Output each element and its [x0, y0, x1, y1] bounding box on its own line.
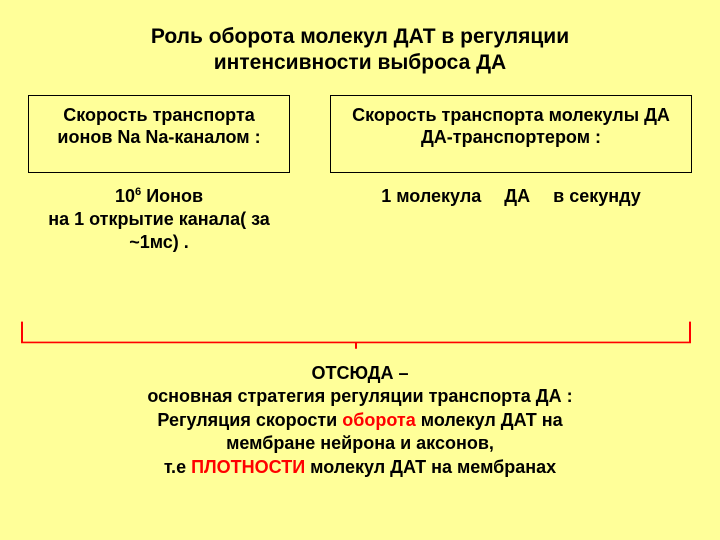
left-box-line2: ионов Na Na-каналом : — [57, 127, 260, 147]
conclusion-line2: основная стратегия регуляции транспорта … — [147, 386, 572, 406]
right-below-p2: ДА — [504, 186, 530, 206]
bracket-connector — [20, 320, 692, 352]
right-below-p1: 1 молекула — [381, 186, 481, 206]
left-below-suffix: Ионов — [141, 186, 203, 206]
right-below-p3: в секунду — [553, 186, 641, 206]
left-below-line2: на 1 открытие канала( за — [48, 209, 270, 229]
conclusion-line3b: оборота — [342, 410, 415, 430]
conclusion-line5b: ПЛОТНОСТИ — [191, 457, 305, 477]
boxes-row: Скорость транспорта ионов Na Na-каналом … — [0, 77, 720, 173]
left-below: 106 Ионов на 1 открытие канала( за ~1мс)… — [28, 185, 290, 255]
below-row: 106 Ионов на 1 открытие канала( за ~1мс)… — [0, 173, 720, 255]
conclusion-block: ОТСЮДА – основная стратегия регуляции тр… — [0, 362, 720, 479]
conclusion-line5c: молекул ДАТ на мембранах — [305, 457, 556, 477]
left-below-line3: ~1мс) . — [129, 232, 189, 252]
conclusion-line1: ОТСЮДА – — [312, 363, 409, 383]
left-box-line1: Скорость транспорта — [63, 105, 255, 125]
right-box-line1: Скорость транспорта молекулы ДА — [352, 105, 670, 125]
conclusion-line4: мембране нейрона и аксонов, — [226, 433, 494, 453]
right-below: 1 молекула ДА в секунду — [330, 185, 692, 255]
conclusion-line5a: т.е — [164, 457, 191, 477]
left-below-prefix: 10 — [115, 186, 135, 206]
title-line1: Роль оборота молекул ДАТ в регуляции — [151, 25, 569, 48]
slide-title: Роль оборота молекул ДАТ в регуляции инт… — [0, 0, 720, 77]
left-box: Скорость транспорта ионов Na Na-каналом … — [28, 95, 290, 173]
title-line2: интенсивности выброса ДА — [214, 51, 506, 74]
right-box-line2: ДА-транспортером : — [421, 127, 601, 147]
right-box: Скорость транспорта молекулы ДА ДА-транс… — [330, 95, 692, 173]
conclusion-line3c: молекул ДАТ на — [416, 410, 563, 430]
conclusion-line3a: Регуляция скорости — [157, 410, 342, 430]
